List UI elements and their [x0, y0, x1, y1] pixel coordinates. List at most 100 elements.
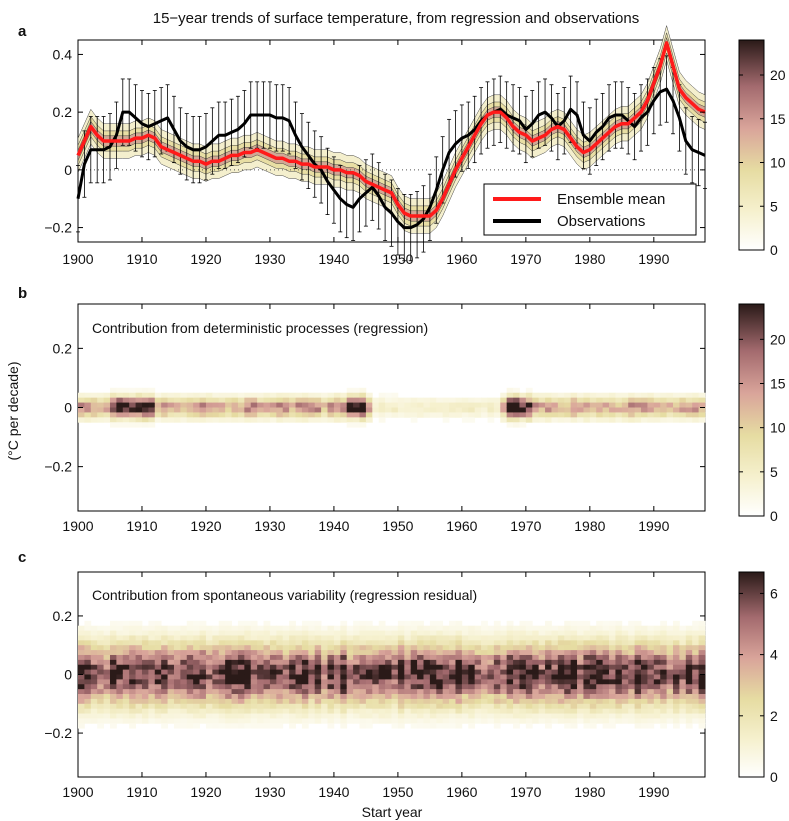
heatmap-cell	[666, 669, 674, 675]
heatmap-cell	[634, 635, 642, 641]
heatmap-cell	[570, 392, 578, 399]
heatmap-cell	[461, 397, 469, 403]
heatmap-cell	[615, 397, 623, 403]
heatmap-cell	[346, 402, 354, 408]
heatmap-cell	[577, 679, 584, 685]
heatmap-cell	[506, 703, 514, 710]
heatmap-cell	[78, 650, 85, 656]
heatmap-cell	[225, 684, 232, 690]
heatmap-cell	[109, 640, 117, 646]
colorbar-2	[738, 303, 765, 517]
heatmap-cell	[129, 694, 136, 700]
heatmap-cell	[193, 407, 200, 413]
heatmap-cell	[116, 650, 124, 656]
heatmap-cell	[327, 625, 335, 631]
heatmap-cell	[289, 694, 296, 700]
heatmap-cell	[538, 713, 546, 719]
heatmap-cell	[212, 402, 220, 408]
heatmap-cell	[308, 625, 316, 631]
heatmap-cell	[84, 650, 92, 656]
heatmap-cell	[487, 664, 495, 671]
heatmap-cell	[468, 713, 476, 719]
heatmap-cell	[609, 669, 616, 675]
heatmap-cell	[218, 650, 226, 656]
heatmap-cell	[359, 397, 367, 403]
heatmap-cell	[461, 417, 469, 423]
heatmap-cell	[634, 654, 642, 661]
heatmap-cell	[551, 654, 559, 661]
heatmap-cell	[660, 684, 668, 690]
heatmap-cell	[442, 650, 450, 656]
heatmap-cell	[449, 402, 456, 408]
heatmap-cell	[84, 664, 92, 671]
heatmap-cell	[116, 620, 124, 627]
heatmap-cell	[122, 694, 130, 700]
heatmap-cell	[180, 392, 188, 399]
heatmap-cell	[417, 723, 424, 729]
heatmap-cell	[506, 630, 514, 636]
heatmap-cell	[78, 684, 85, 690]
heatmap-cell	[506, 417, 514, 423]
heatmap-cell	[282, 708, 290, 714]
heatmap-cell	[385, 698, 392, 705]
heatmap-cell	[135, 713, 143, 719]
heatmap-cell	[557, 417, 565, 423]
heatmap-cell	[679, 703, 687, 710]
heatmap-cell	[97, 713, 104, 719]
heatmap-cell	[141, 713, 149, 719]
heatmap-cell	[314, 392, 322, 399]
heatmap-cell	[276, 679, 284, 685]
heatmap-cell	[103, 397, 111, 403]
heatmap-cell	[103, 625, 111, 631]
heatmap-cell	[429, 645, 437, 651]
heatmap-cell	[333, 679, 341, 685]
heatmap-cell	[455, 397, 463, 403]
heatmap-cell	[295, 674, 303, 680]
heatmap-cell	[513, 713, 520, 719]
heatmap-cell	[500, 703, 508, 710]
heatmap-cell	[353, 674, 360, 680]
heatmap-cell	[615, 645, 623, 651]
heatmap-cell	[385, 650, 392, 656]
heatmap-cell	[417, 669, 424, 675]
heatmap-cell	[564, 718, 572, 724]
heatmap-cell	[615, 650, 623, 656]
heatmap-cell	[551, 640, 559, 646]
heatmap-cell	[141, 674, 149, 680]
heatmap-cell	[673, 392, 680, 399]
heatmap-cell	[148, 664, 156, 671]
heatmap-cell	[525, 703, 533, 710]
heatmap-cell	[474, 689, 482, 695]
heatmap-cell	[103, 640, 111, 646]
heatmap-cell	[500, 654, 508, 661]
heatmap-cell	[436, 694, 444, 700]
heatmap-cell	[186, 630, 194, 636]
heatmap-cell	[148, 703, 156, 710]
heatmap-cell	[84, 659, 92, 666]
heatmap-cell	[596, 694, 604, 700]
heatmap-cell	[103, 402, 111, 408]
heatmap-cell	[193, 718, 200, 724]
heatmap-cell	[621, 718, 629, 724]
heatmap-cell	[346, 407, 354, 413]
heatmap-cell	[282, 407, 290, 413]
heatmap-cell	[314, 698, 322, 705]
heatmap-cell	[455, 630, 463, 636]
heatmap-cell	[301, 407, 309, 413]
heatmap-cell	[557, 659, 565, 666]
heatmap-cell	[244, 694, 252, 700]
heatmap-cell	[141, 640, 149, 646]
heatmap-cell	[244, 654, 252, 661]
heatmap-cell	[78, 694, 85, 700]
heatmap-cell	[410, 689, 418, 695]
heatmap-cell	[225, 392, 232, 399]
heatmap-cell	[577, 703, 584, 710]
heatmap-cell	[481, 654, 488, 661]
heatmap-cell	[154, 689, 162, 695]
heatmap-cell	[513, 684, 520, 690]
heatmap-cell	[698, 407, 706, 413]
heatmap-cell	[321, 708, 328, 714]
heatmap-cell	[103, 679, 111, 685]
heatmap-cell	[109, 679, 117, 685]
heatmap-cell	[500, 708, 508, 714]
